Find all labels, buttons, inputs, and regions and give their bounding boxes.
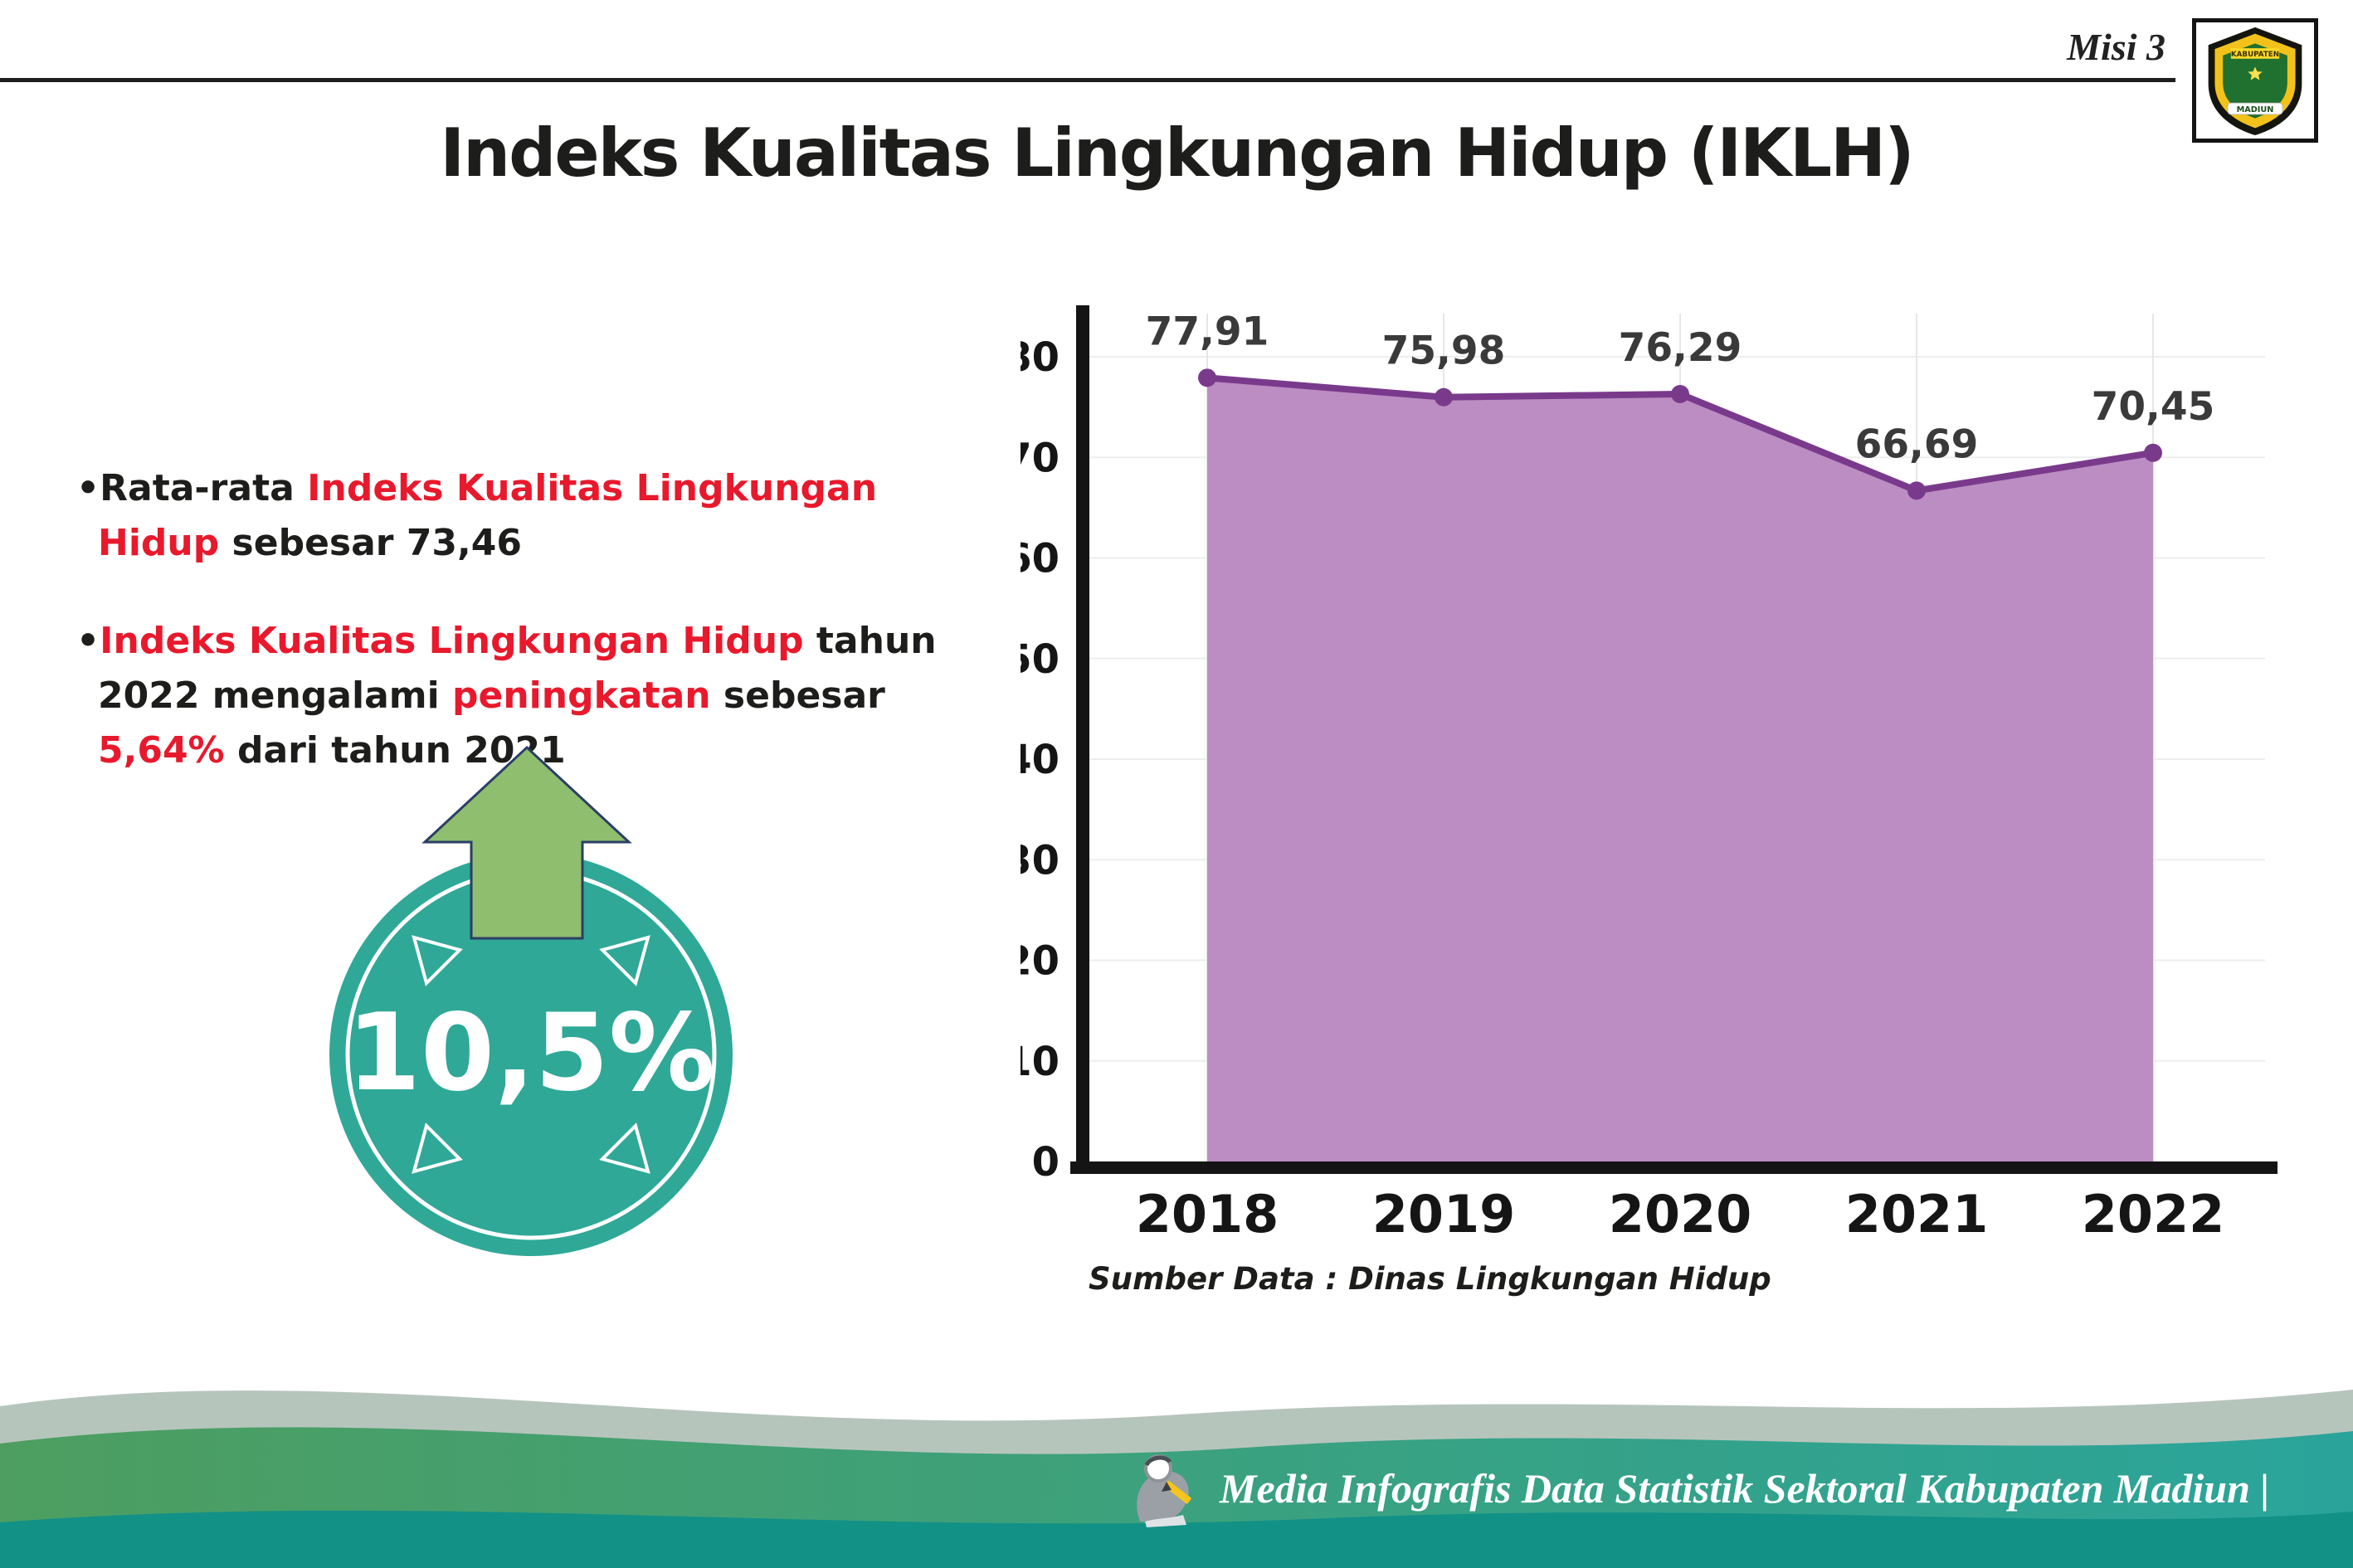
- x-tick-label: 2018: [1136, 1184, 1279, 1244]
- x-tick-label: 2022: [2082, 1184, 2225, 1244]
- writer-mascot-icon: [1137, 1454, 1191, 1527]
- y-tick-label: 20: [1021, 938, 1060, 985]
- bullet-highlight: peningkatan: [452, 674, 711, 717]
- data-point: [1198, 368, 1216, 387]
- y-tick-label: 60: [1021, 536, 1060, 582]
- increase-badge: 10,5%: [329, 745, 733, 1256]
- crest-banner-text: KABUPATEN: [2231, 51, 2279, 59]
- value-label: 66,69: [1855, 421, 1979, 467]
- x-tick-label: 2021: [1845, 1184, 1989, 1244]
- y-axis: [1076, 305, 1089, 1174]
- mascot-paper: [1145, 1515, 1186, 1527]
- x-tick-label: 2020: [1609, 1184, 1752, 1244]
- pencil-tip: [1162, 1482, 1172, 1492]
- bullet-marker: •: [76, 467, 100, 509]
- y-tick-label: 40: [1021, 737, 1060, 783]
- data-point: [1907, 481, 1926, 500]
- badge-percentage: 10,5%: [347, 991, 715, 1115]
- x-tick-label: 2019: [1372, 1184, 1516, 1244]
- y-tick-label: 80: [1021, 334, 1060, 381]
- badge-tick-triangle: [599, 935, 650, 986]
- crest-star-icon: [2248, 66, 2263, 80]
- data-point: [1435, 387, 1453, 407]
- data-point: [2144, 443, 2162, 462]
- iklh-area-chart: 0 10 20 30 40 50 60 70 80 2018 2019 2020 2021 2022 77,…: [1021, 305, 2277, 1244]
- bullet-highlight: Indeks Kualitas Lingkungan Hidup: [100, 620, 804, 662]
- value-label: 76,29: [1619, 325, 1742, 371]
- bullet-increase-2022: •Indeks Kualitas Lingkungan Hidup tahun …: [76, 614, 981, 778]
- bullet-marker: •: [76, 620, 100, 662]
- bullet-highlight: 5,64%: [98, 729, 225, 772]
- y-tick-label: 50: [1021, 636, 1060, 683]
- bullet-text-segment: sebesar 73,46: [219, 522, 522, 564]
- crest-banner: [2230, 48, 2280, 59]
- data-source: Sumber Data : Dinas Lingkungan Hidup: [1089, 1261, 1771, 1297]
- mascot-hair: [1144, 1455, 1172, 1467]
- area-fill: [1207, 377, 2153, 1161]
- kabupaten-madiun-logo: KABUPATEN MADIUN: [2192, 18, 2318, 143]
- bullet-average-iklh: •Rata-rata Indeks Kualitas Lingkungan Hi…: [76, 461, 981, 571]
- page-title: Indeks Kualitas Lingkungan Hidup (IKLH): [440, 114, 1914, 192]
- badge-tick-triangle: [412, 935, 463, 986]
- crest-icon: KABUPATEN MADIUN: [2208, 27, 2302, 136]
- badge-tick-triangle: [599, 1122, 650, 1174]
- crest-ribbon-text: MADIUN: [2237, 105, 2274, 114]
- footer: Media Infografis Data Statistik Sektoral…: [1128, 1449, 2269, 1528]
- y-tick-label: 70: [1021, 435, 1060, 481]
- y-tick-label: 10: [1021, 1039, 1060, 1085]
- badge-circle: [329, 853, 733, 1256]
- mascot-body: [1137, 1471, 1189, 1523]
- bullet-highlight: Indeks Kualitas Lingkungan Hidup: [98, 467, 878, 564]
- y-tick-label: 30: [1021, 837, 1060, 884]
- crest-ribbon: [2227, 102, 2283, 115]
- misi-label: Misi 3: [2067, 26, 2165, 68]
- header-divider: [0, 78, 2175, 82]
- value-label: 70,45: [2092, 384, 2215, 430]
- key-points: •Rata-rata Indeks Kualitas Lingkungan Hi…: [76, 461, 981, 821]
- up-arrow-icon: [421, 745, 632, 940]
- footer-text: Media Infografis Data Statistik Sektoral…: [1220, 1465, 2270, 1512]
- wave-dark: [0, 1510, 2353, 1568]
- y-tick-label: 0: [1032, 1139, 1060, 1186]
- bullet-text-segment: tahun 2022 mengalami: [98, 620, 937, 717]
- value-label: 75,98: [1382, 329, 1506, 374]
- bullet-text-segment: sebesar: [710, 674, 885, 717]
- pencil-icon: [1164, 1480, 1191, 1504]
- crest-green: [2223, 43, 2287, 119]
- data-point: [1671, 384, 1689, 403]
- x-axis: [1070, 1161, 2277, 1174]
- value-label: 77,91: [1146, 309, 1269, 354]
- bullet-text-segment: Rata-rata: [100, 467, 308, 509]
- badge-tick-triangle: [412, 1122, 463, 1174]
